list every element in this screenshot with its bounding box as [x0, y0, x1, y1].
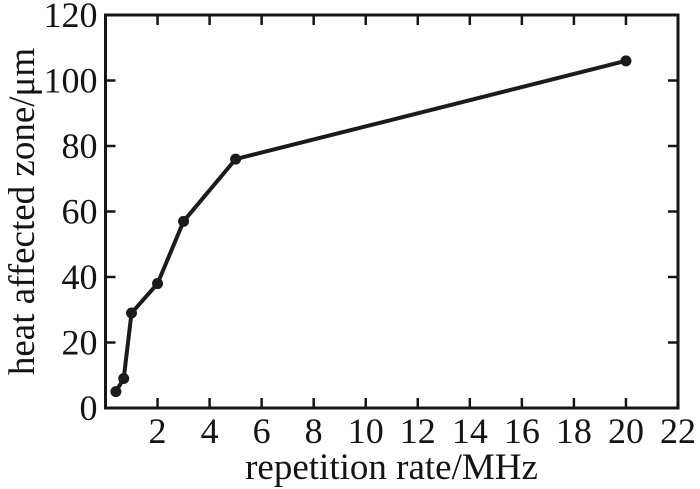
- y-tick-label: 100: [44, 61, 98, 101]
- x-tick-label: 2: [149, 411, 167, 451]
- data-point: [178, 215, 190, 227]
- x-tick-label: 20: [608, 411, 644, 451]
- data-point: [110, 386, 122, 398]
- x-tick-label: 10: [348, 411, 384, 451]
- data-point: [126, 307, 138, 319]
- x-tick-label: 14: [452, 411, 488, 451]
- x-tick-label: 8: [305, 411, 323, 451]
- x-tick-label: 12: [400, 411, 436, 451]
- y-tick-label: 20: [62, 323, 98, 363]
- y-tick-label: 60: [62, 192, 98, 232]
- y-tick-label: 120: [44, 0, 98, 35]
- data-point: [152, 278, 164, 290]
- y-tick-label: 0: [80, 388, 98, 428]
- x-tick-label: 16: [504, 411, 540, 451]
- x-tick-label: 18: [556, 411, 592, 451]
- data-point: [118, 373, 130, 385]
- y-tick-label: 40: [62, 257, 98, 297]
- y-tick-label: 80: [62, 126, 98, 166]
- x-axis-title: repetition rate/MHz: [245, 447, 538, 488]
- x-tick-label: 4: [201, 411, 219, 451]
- x-tick-label: 6: [253, 411, 271, 451]
- data-point: [230, 153, 242, 165]
- data-point: [620, 55, 632, 67]
- x-tick-label: 22: [660, 411, 696, 451]
